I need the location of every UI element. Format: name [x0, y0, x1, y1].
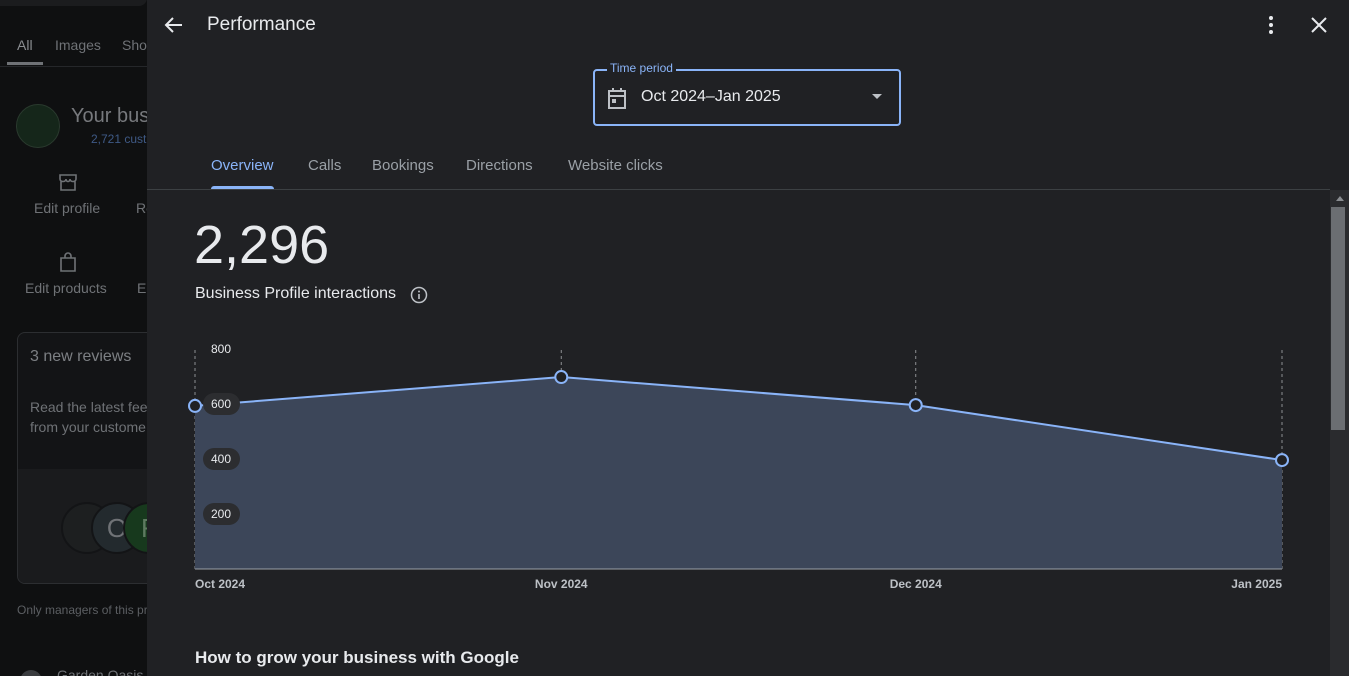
business-name: Your bus: [71, 105, 147, 127]
business-logo: [16, 104, 60, 148]
search-bar: [0, 0, 147, 6]
customers: 2,721 cust: [91, 132, 147, 146]
card-title: 3 new reviews: [30, 348, 132, 365]
metric-value: 2,296: [194, 215, 330, 275]
card-text: Read the latest fee: [30, 399, 147, 415]
action[interactable]: Edit profile: [34, 200, 101, 216]
back-button[interactable]: [164, 15, 184, 35]
performance-panel: Performance Time period Oct 2024–Jan 202…: [147, 0, 1349, 676]
tab[interactable]: Sho: [122, 37, 147, 53]
calendar-icon: [608, 88, 626, 109]
dropdown-arrow: [872, 94, 882, 99]
section-title: How to grow your business with Google: [195, 648, 519, 667]
scrollbar-thumb[interactable]: [1331, 207, 1345, 430]
select-label: Time period: [607, 61, 676, 75]
background-page: All Images Sho Your bus 2,721 cust Edit …: [0, 0, 147, 676]
tab[interactable]: Calls: [308, 157, 342, 174]
scrollbar-track: [1330, 190, 1349, 676]
time-period-select[interactable]: Time period Oct 2024–Jan 2025: [593, 61, 901, 126]
more-button[interactable]: [1261, 15, 1281, 35]
info-icon[interactable]: [410, 286, 428, 304]
select-value: Oct 2024–Jan 2025: [641, 88, 781, 105]
tab[interactable]: Overview: [211, 157, 274, 174]
metric-label: Business Profile interactions: [195, 285, 396, 302]
close-button[interactable]: [1310, 16, 1328, 34]
store-icon: [59, 174, 77, 191]
card-text: from your custome: [30, 419, 146, 435]
action[interactable]: Re: [136, 200, 147, 216]
tab[interactable]: Directions: [466, 157, 533, 174]
tab-indicator: [211, 186, 274, 189]
action[interactable]: Ed: [137, 280, 147, 296]
bag-icon: [60, 252, 76, 272]
divider: [0, 66, 147, 67]
footer-note: Only managers of this pr: [17, 603, 147, 617]
action[interactable]: Edit products: [25, 280, 107, 296]
tab[interactable]: Website clicks: [568, 157, 663, 174]
item-icon: [20, 670, 42, 676]
item-name: Garden Oasis: [57, 667, 144, 676]
panel-title: Performance: [207, 14, 316, 35]
divider: [147, 189, 1330, 190]
tab[interactable]: Bookings: [372, 157, 434, 174]
tab[interactable]: All: [17, 37, 33, 53]
tab-underline: [7, 62, 43, 65]
reviews-card: 3 new reviews Read the latest fee from y…: [17, 332, 147, 584]
tab[interactable]: Images: [55, 37, 101, 53]
